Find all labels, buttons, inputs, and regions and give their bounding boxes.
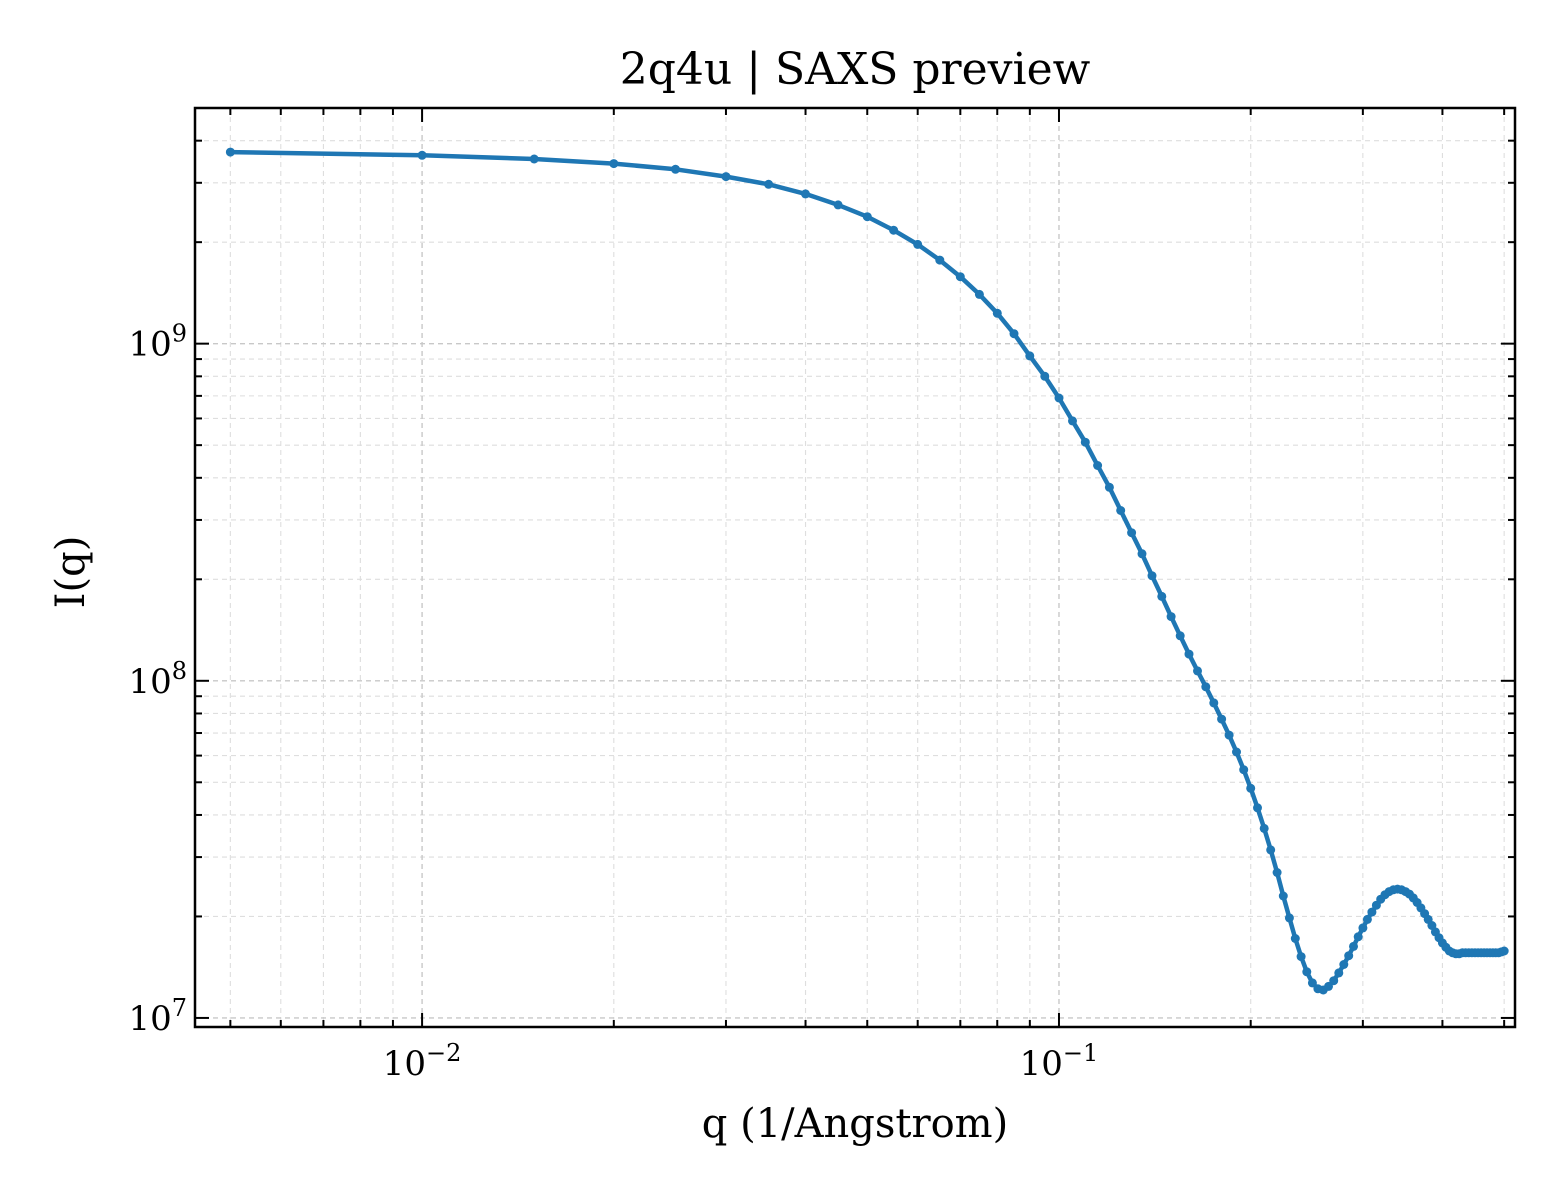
x-tick-label: 10−2 — [383, 1039, 462, 1084]
series-layer — [225, 147, 1509, 995]
data-point — [1116, 506, 1126, 515]
data-point — [1009, 329, 1019, 339]
data-point — [609, 159, 619, 169]
data-point — [1324, 981, 1333, 991]
data-point — [801, 189, 810, 199]
data-point — [1272, 868, 1282, 877]
data-point — [529, 154, 539, 164]
data-point — [1054, 393, 1064, 403]
data-point — [1302, 967, 1312, 977]
x-axis-label: q (1/Angstrom) — [702, 1101, 1008, 1147]
data-point — [1349, 941, 1358, 951]
data-point — [1080, 437, 1090, 447]
data-point — [1266, 845, 1276, 855]
plot-frame — [193, 106, 1517, 1029]
y-tick-label: 107 — [128, 994, 187, 1039]
data-point — [1025, 351, 1035, 361]
data-point — [1296, 952, 1306, 962]
data-point — [721, 172, 731, 182]
data-point — [955, 272, 965, 282]
data-point — [1166, 612, 1176, 622]
data-point — [1184, 649, 1194, 659]
ticks-layer: 10−2 10−1 107 108 109 — [128, 107, 1515, 1084]
data-point — [1246, 783, 1256, 793]
data-point — [1290, 934, 1300, 943]
data-point — [1358, 923, 1368, 933]
data-point — [1334, 968, 1344, 978]
grid-major — [195, 108, 1515, 1027]
data-point — [1239, 765, 1249, 775]
data-point — [1499, 946, 1509, 956]
data-point — [1217, 714, 1227, 724]
y-tick-label: 109 — [128, 320, 187, 365]
data-point — [1157, 591, 1167, 601]
data-point — [1307, 978, 1317, 988]
data-point — [1127, 528, 1137, 538]
data-point — [1353, 932, 1363, 942]
data-point — [974, 289, 984, 299]
data-point — [1104, 482, 1114, 492]
data-point — [889, 225, 899, 235]
data-point — [1278, 891, 1288, 901]
data-point — [225, 147, 235, 157]
data-point — [1232, 747, 1241, 757]
data-point — [1040, 371, 1050, 381]
data-point — [1259, 823, 1269, 833]
data-point — [1175, 631, 1185, 641]
data-point — [1344, 951, 1354, 961]
data-point — [1329, 976, 1339, 986]
data-point — [417, 150, 427, 160]
data-point — [1147, 571, 1157, 581]
data-point — [833, 200, 843, 210]
data-point — [935, 255, 945, 265]
data-point — [862, 212, 872, 222]
y-axis-label: I(q) — [48, 536, 94, 609]
chart-title: 2q4u | SAXS preview — [620, 44, 1091, 95]
data-point — [1209, 698, 1219, 708]
data-point — [1224, 730, 1234, 740]
data-point — [764, 179, 774, 189]
data-point — [913, 239, 923, 249]
data-point — [1093, 461, 1103, 470]
data-point — [1137, 549, 1147, 559]
data-point — [1201, 682, 1211, 692]
x-tick-label: 10−1 — [1020, 1039, 1099, 1084]
data-point — [1339, 960, 1349, 969]
data-point — [1367, 907, 1377, 917]
data-point — [1253, 803, 1262, 813]
data-point — [992, 308, 1002, 318]
data-point — [1362, 914, 1372, 924]
grid-minor — [195, 107, 1515, 1027]
data-point — [671, 164, 680, 174]
data-point — [1068, 416, 1077, 426]
y-tick-label: 108 — [128, 657, 187, 702]
data-point — [1193, 666, 1202, 676]
data-point — [1284, 913, 1294, 923]
